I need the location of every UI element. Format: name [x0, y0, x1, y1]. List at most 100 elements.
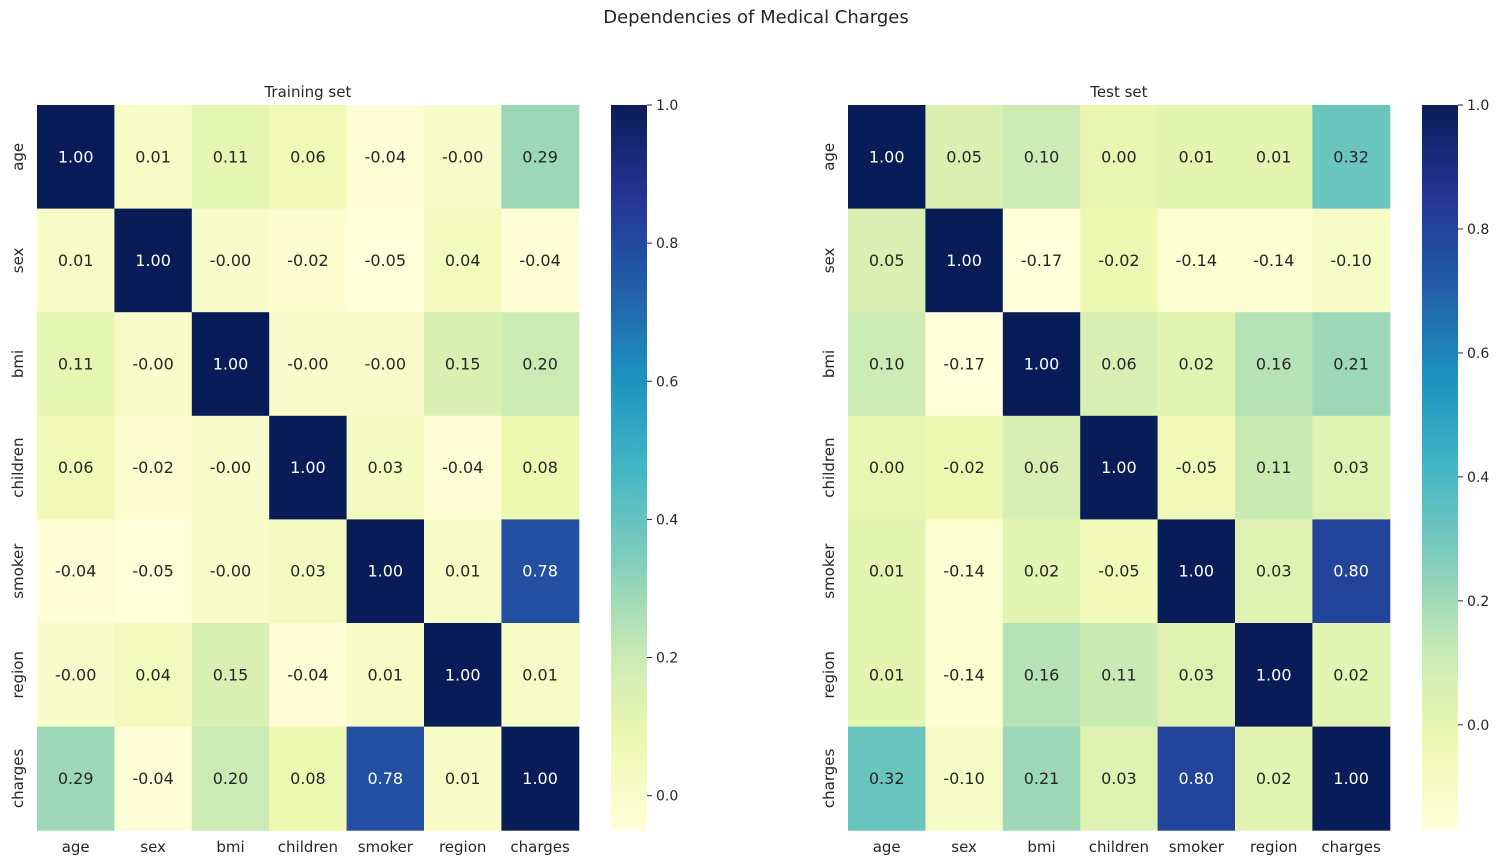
cell-value-label: 0.03 [367, 458, 403, 477]
x-tick-label: children [278, 838, 338, 856]
y-tick-label: children [820, 438, 838, 498]
heatmap-cell [37, 312, 115, 417]
heatmap-cell [191, 623, 270, 728]
cell-value-label: -0.04 [365, 147, 406, 166]
heatmap-cell [191, 726, 270, 831]
heatmap-cell [1235, 623, 1313, 728]
cell-value-label: 0.29 [58, 769, 94, 788]
heatmap-cell [848, 105, 926, 210]
cell-value-label: 0.04 [135, 665, 171, 684]
y-tick-label: sex [820, 247, 838, 273]
heatmap-cell [346, 415, 425, 520]
colorbar [611, 105, 647, 831]
x-tick-label: region [439, 838, 486, 856]
y-tick-label: charges [9, 749, 27, 809]
cell-value-label: 1.00 [445, 665, 481, 684]
cell-value-label: 0.80 [1178, 769, 1214, 788]
cell-value-label: -0.02 [132, 458, 173, 477]
cell-value-label: 0.21 [1333, 355, 1369, 374]
cell-value-label: -0.00 [210, 562, 251, 581]
cell-value-label: 0.20 [522, 355, 558, 374]
x-tick-label: age [62, 838, 90, 856]
cell-value-label: 0.03 [290, 562, 326, 581]
heatmap-cell [37, 519, 115, 624]
x-tick-label: sex [951, 838, 977, 856]
heatmap-cell [1157, 519, 1236, 624]
cell-value-label: 0.05 [946, 147, 982, 166]
cell-value-label: 0.03 [1256, 562, 1292, 581]
cell-value-label: 0.11 [1256, 458, 1292, 477]
heatmap-cell [424, 312, 502, 417]
heatmap-cell [269, 105, 348, 210]
heatmap-cell [191, 415, 270, 520]
cell-value-label: 0.01 [445, 562, 481, 581]
colorbar-tick-label: 0.2 [1467, 594, 1489, 610]
heatmap-cell [114, 519, 193, 624]
cell-value-label: 0.04 [445, 251, 481, 270]
x-tick-label: bmi [1027, 838, 1055, 856]
colorbar-tick-label: 0.4 [1467, 470, 1489, 486]
cell-value-label: -0.14 [943, 562, 984, 581]
heatmap-cell [848, 415, 926, 520]
heatmap-cell [114, 105, 193, 210]
heatmap-training-set: Training set 1.00 0.01 0.11 0.06 -0.04 -0.00 0.… [9, 83, 678, 856]
x-tick-label: region [1250, 838, 1297, 856]
heatmap-cell [1235, 415, 1313, 520]
x-tick-label: age [873, 838, 901, 856]
heatmap-cell [191, 312, 270, 417]
cell-value-label: 0.00 [869, 458, 905, 477]
heatmap-cell [114, 726, 193, 831]
cell-value-label: 0.01 [1256, 147, 1292, 166]
heatmap-cell [1157, 105, 1236, 210]
heatmap-cell [501, 519, 580, 624]
cell-value-label: -0.05 [365, 251, 406, 270]
cell-value-label: 0.29 [522, 147, 558, 166]
heatmap-cell [1080, 726, 1159, 831]
cell-value-label: 0.01 [58, 251, 94, 270]
cell-value-label: 1.00 [946, 251, 982, 270]
cell-value-label: 0.02 [1333, 665, 1369, 684]
heatmap-cell [114, 312, 193, 417]
colorbar-tick-label: 0.4 [656, 512, 678, 528]
heatmap-cell [269, 519, 348, 624]
cell-value-label: 0.02 [1178, 355, 1214, 374]
cell-value-label: 0.06 [290, 147, 326, 166]
heatmap-cell [501, 208, 580, 313]
heatmap-cell [1157, 623, 1236, 728]
figure-title: Dependencies of Medical Charges [603, 7, 909, 28]
heatmap-cell [346, 519, 425, 624]
cell-value-label: 0.10 [1024, 147, 1060, 166]
cell-value-label: 1.00 [1101, 458, 1137, 477]
heatmap-cell [37, 105, 115, 210]
cell-value-label: 1.00 [135, 251, 171, 270]
heatmap-cell [1002, 105, 1081, 210]
cell-value-label: -0.05 [1176, 458, 1217, 477]
cell-value-label: 0.16 [1024, 665, 1060, 684]
cell-value-label: -0.04 [132, 769, 173, 788]
cell-value-label: 0.08 [290, 769, 326, 788]
heatmap-cell [1157, 726, 1236, 831]
heatmap-cell [1312, 415, 1391, 520]
heatmap-cell [1002, 415, 1081, 520]
cell-value-label: 1.00 [1024, 355, 1060, 374]
colorbar [1422, 105, 1458, 831]
y-tick-label: region [9, 651, 27, 698]
cell-value-label: -0.02 [943, 458, 984, 477]
heatmap-cell [1312, 208, 1391, 313]
colorbar-tick-label: 1.0 [1467, 98, 1489, 114]
cell-value-label: -0.14 [943, 665, 984, 684]
heatmap-cell [925, 105, 1004, 210]
heatmap-cell [1157, 312, 1236, 417]
cell-value-label: 0.15 [213, 665, 249, 684]
cell-value-label: 1.00 [1333, 769, 1369, 788]
colorbar-tick-label: 0.8 [1467, 222, 1489, 238]
cell-value-label: 1.00 [290, 458, 326, 477]
heatmap-cell [925, 312, 1004, 417]
cell-value-label: 0.01 [135, 147, 171, 166]
heatmap-cell [848, 726, 926, 831]
heatmap-cell [346, 105, 425, 210]
heatmap-cell [346, 726, 425, 831]
colorbar-tick-label: 0.8 [656, 236, 678, 252]
heatmap-cell [269, 208, 348, 313]
cell-value-label: 0.11 [213, 147, 249, 166]
